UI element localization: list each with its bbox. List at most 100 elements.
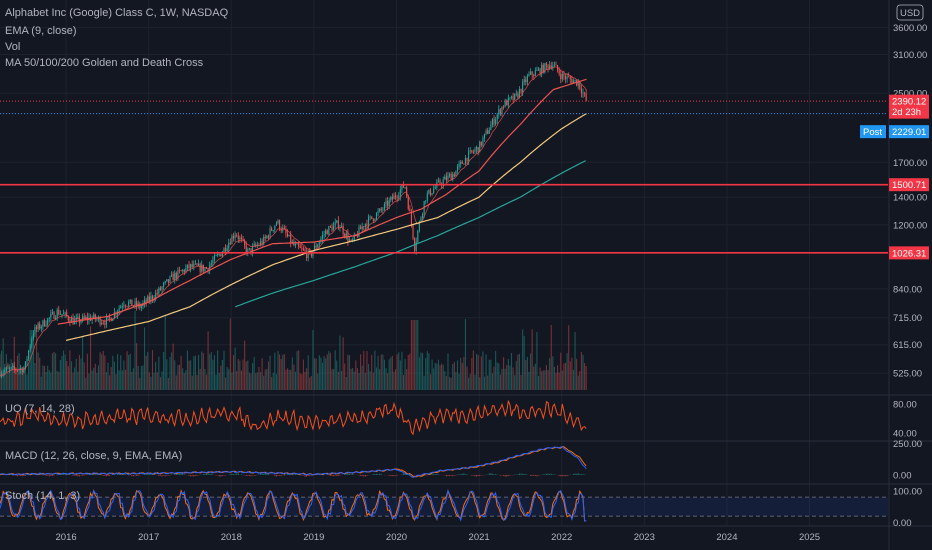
candle-body xyxy=(449,174,451,176)
macd-histogram-bar xyxy=(221,474,223,476)
stoch-legend[interactable]: Stoch (14, 1, 3) xyxy=(5,490,80,502)
volume-bar xyxy=(522,329,524,390)
macd-histogram-bar xyxy=(394,474,397,476)
macd-histogram-bar xyxy=(51,474,53,476)
macd-histogram-bar xyxy=(66,474,68,475)
volume-bar xyxy=(523,335,525,390)
volume-bar xyxy=(563,363,565,390)
volume-bar xyxy=(185,370,187,390)
candle-body xyxy=(558,70,560,75)
volume-bar xyxy=(420,352,422,390)
level-tag[interactable] xyxy=(889,246,929,260)
macd-histogram-bar xyxy=(53,474,55,476)
volume-bar xyxy=(178,364,181,390)
price-tick-label: 3600.00 xyxy=(893,23,927,34)
volume-bar xyxy=(88,373,90,390)
candle-body xyxy=(240,237,243,239)
uo-legend[interactable]: UO (7, 14, 28) xyxy=(5,403,75,415)
macd-histogram-bar xyxy=(255,474,257,476)
macd-pane[interactable]: 250.00 0.00 xyxy=(0,439,922,482)
uo-pane[interactable]: 80.00 40.00 xyxy=(0,399,917,439)
macd-histogram-bar xyxy=(259,473,262,475)
level-tag[interactable] xyxy=(889,178,929,192)
candle-body xyxy=(193,263,195,267)
volume-bar xyxy=(198,354,200,390)
volume-bar xyxy=(383,359,385,390)
macd-histogram-bar xyxy=(263,473,265,475)
volume-bar xyxy=(557,365,559,390)
volume-bar xyxy=(136,343,138,390)
last-price-tag[interactable] xyxy=(889,94,929,119)
currency-button[interactable]: USD xyxy=(896,4,924,21)
volume-bar xyxy=(561,370,563,390)
macd-histogram-bar xyxy=(116,473,119,475)
ema-legend[interactable]: EMA (9, close) xyxy=(5,25,77,37)
macd-histogram-bar xyxy=(334,474,336,476)
volume-bar xyxy=(360,354,362,390)
volume-bar xyxy=(564,362,567,390)
macd-histogram-bar xyxy=(167,474,169,476)
ma-200-line xyxy=(235,160,586,308)
candle-body xyxy=(452,174,454,180)
stoch-pane[interactable]: 100.00 0.00 xyxy=(0,486,922,529)
candle-body xyxy=(344,233,346,237)
volume-bar xyxy=(272,372,274,390)
volume-bar xyxy=(2,338,4,390)
candle-body xyxy=(31,338,33,346)
volume-bar xyxy=(326,354,328,390)
candle-body xyxy=(169,276,171,283)
candle-body xyxy=(102,322,104,324)
candle-body xyxy=(183,269,185,273)
post-badge[interactable] xyxy=(860,125,886,139)
post-price-tag[interactable] xyxy=(889,125,929,139)
macd-histogram-bar xyxy=(277,474,279,476)
volume-bar xyxy=(207,331,209,390)
volume-bar xyxy=(237,359,239,390)
macd-histogram-bar xyxy=(533,474,535,476)
vol-legend[interactable]: Vol xyxy=(5,41,20,53)
candle-body xyxy=(458,163,460,167)
volume-bar xyxy=(325,358,327,390)
volume-bar xyxy=(229,318,231,390)
volume-bar xyxy=(506,365,508,390)
volume-bar xyxy=(51,353,53,390)
volume-bar xyxy=(171,352,173,390)
macd-histogram-bar xyxy=(464,474,467,475)
macd-histogram-bar xyxy=(579,473,581,475)
candle-body xyxy=(504,100,506,108)
volume-bar xyxy=(499,374,501,390)
candle-body xyxy=(266,235,268,239)
candle-body xyxy=(407,196,409,209)
volume-bar xyxy=(40,376,42,390)
macd-legend[interactable]: MACD (12, 26, close, 9, EMA, EMA) xyxy=(5,450,182,462)
ma-legend[interactable]: MA 50/100/200 Golden and Death Cross xyxy=(5,57,204,69)
macd-histogram-bar xyxy=(274,474,276,476)
macd-histogram-bar xyxy=(433,473,435,475)
candle-body xyxy=(545,63,548,66)
volume-bar xyxy=(31,330,33,390)
volume-bar xyxy=(436,363,438,390)
macd-histogram-bar xyxy=(452,474,454,477)
time-axis[interactable]: 2016 2017 2018 2019 2020 2021 2022 2023 2024 2025 xyxy=(56,532,821,543)
volume-bar xyxy=(134,310,136,390)
price-axis[interactable]: 3600.00 3100.00 2500.00 1700.00 1400.00 1200.… xyxy=(860,23,929,380)
candle-body xyxy=(555,64,557,66)
price-tick-label: 1700.00 xyxy=(893,158,927,169)
volume-bar xyxy=(16,355,19,390)
volume-bar xyxy=(320,357,322,390)
macd-histogram-bar xyxy=(572,473,575,475)
macd-histogram-bar xyxy=(547,473,549,475)
macd-histogram-bar xyxy=(39,474,41,475)
volume-bar xyxy=(452,364,454,390)
candle-body xyxy=(334,222,336,226)
macd-histogram-bar xyxy=(207,473,209,475)
macd-histogram-bar xyxy=(180,473,182,475)
volume-bar xyxy=(507,358,509,390)
macd-histogram-bar xyxy=(350,474,352,475)
candle-body xyxy=(5,367,7,371)
candle-body xyxy=(542,64,544,73)
macd-histogram-bar xyxy=(24,474,26,476)
horizontal-levels[interactable] xyxy=(0,100,888,254)
macd-histogram-bar xyxy=(47,474,49,476)
